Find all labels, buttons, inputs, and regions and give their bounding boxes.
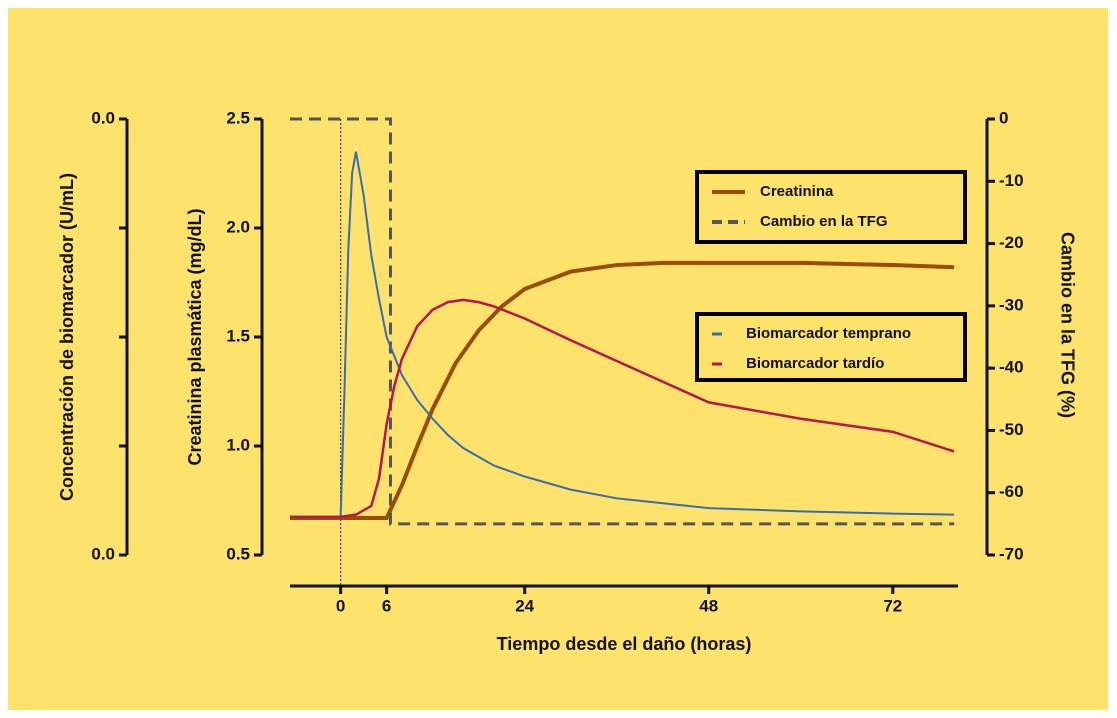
y2-axis-title: Cambio en la TFG (%)	[1057, 232, 1077, 418]
legend-box	[695, 170, 967, 244]
y-tick-label: 2.5	[226, 108, 250, 127]
y2-tick-label: -30	[999, 295, 1024, 314]
y-tick-label: 1.0	[226, 435, 250, 454]
legend-label: Cambio en la TFG	[760, 213, 888, 230]
y2-tick-label: -40	[999, 358, 1024, 377]
y3-axis-title: Concentración de biomarcador (U/mL)	[57, 173, 77, 501]
y2-tick-label: -60	[999, 482, 1024, 501]
x-tick-label: 6	[382, 596, 391, 615]
legend-label: Biomarcador temprano	[746, 325, 911, 342]
x-tick-label: 48	[699, 596, 718, 615]
y2-tick-label: -10	[999, 171, 1024, 190]
series-line	[290, 151, 955, 518]
x-tick-label: 24	[515, 596, 534, 615]
y-axis-title: Creatinina plasmática (mg/dL)	[185, 208, 205, 465]
y-tick-label: 1.5	[226, 326, 250, 345]
legend-label: Biomarcador tardío	[746, 355, 884, 372]
x-axis-title: Tiempo desde el daño (horas)	[497, 634, 752, 654]
legend-box	[695, 312, 967, 382]
y3-tick-label: 0.0	[91, 108, 115, 127]
background	[8, 8, 1108, 710]
series-line	[290, 260, 955, 520]
y-tick-label: 2.0	[226, 217, 250, 236]
x-tick-label: 0	[336, 596, 345, 615]
y-tick-label: 0.5	[226, 544, 250, 563]
y2-tick-label: -70	[999, 544, 1024, 563]
legend-label: Creatinina	[760, 183, 834, 200]
series-line	[290, 117, 955, 526]
y2-tick-label: -20	[999, 233, 1024, 252]
y3-tick-label: 0.0	[91, 544, 115, 563]
y2-tick-label: 0	[999, 108, 1008, 127]
x-tick-label: 72	[883, 596, 902, 615]
series-line	[290, 298, 955, 519]
y2-tick-label: -50	[999, 420, 1024, 439]
